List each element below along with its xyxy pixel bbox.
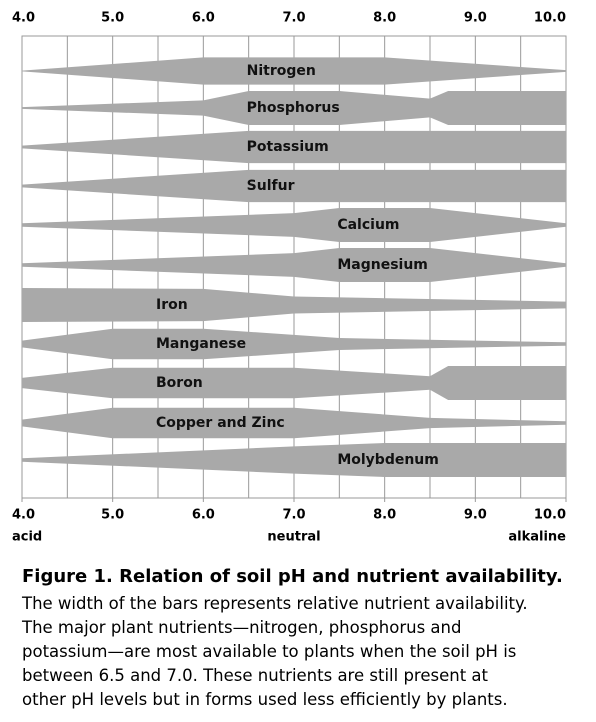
x-note: alkaline	[508, 530, 566, 545]
nutrient-band	[22, 248, 566, 282]
x-tick-label: 10.0	[534, 508, 566, 523]
caption-title: Figure 1. Relation of soil pH and nutrie…	[22, 566, 563, 587]
nutrient-label: Iron	[156, 297, 188, 313]
x-tick-label-top: 6.0	[192, 11, 215, 26]
nutrient-label: Potassium	[247, 139, 329, 155]
x-tick-label-top: 7.0	[282, 11, 305, 26]
x-tick-label: 6.0	[192, 508, 215, 523]
x-tick-label: 5.0	[101, 508, 124, 523]
nutrient-band	[22, 443, 566, 477]
nutrient-band	[22, 130, 566, 164]
nutrient-label: Copper and Zinc	[156, 415, 285, 431]
nutrient-band	[22, 407, 566, 439]
nutrient-band	[22, 208, 566, 242]
x-tick-label: 4.0	[12, 508, 35, 523]
x-tick-label-top: 10.0	[534, 11, 566, 26]
x-tick-label: 7.0	[282, 508, 305, 523]
nutrient-band	[22, 91, 566, 125]
x-tick-label: 9.0	[464, 508, 487, 523]
nutrient-label: Phosphorus	[247, 100, 340, 116]
nutrient-band	[22, 366, 566, 400]
x-tick-label: 8.0	[373, 508, 396, 523]
caption-line: The major plant nutrients—nitrogen, phos…	[22, 618, 462, 637]
x-tick-label-top: 5.0	[101, 11, 124, 26]
nutrient-band	[22, 288, 566, 322]
nutrient-band	[22, 169, 566, 203]
nutrient-band	[22, 328, 566, 360]
caption-line: other pH levels but in forms used less e…	[22, 690, 508, 709]
nutrient-label: Boron	[156, 375, 203, 391]
nutrient-label: Magnesium	[337, 257, 428, 273]
x-tick-label-top: 8.0	[373, 11, 396, 26]
nutrient-label: Manganese	[156, 336, 246, 352]
caption-line: potassium—are most available to plants w…	[22, 642, 517, 661]
nutrient-label: Nitrogen	[247, 63, 316, 79]
x-note: acid	[12, 530, 42, 545]
chart: 4.0 4.0 5.0 5.0 6.0 6.0 7.0 7.0 8.0 8.0 9.0 9.0 10.0…	[12, 11, 567, 545]
nutrient-band	[22, 57, 566, 85]
nutrient-label: Sulfur	[247, 178, 295, 194]
x-tick-label-top: 9.0	[464, 11, 487, 26]
x-note: neutral	[267, 530, 320, 545]
x-tick-label-top: 4.0	[12, 11, 35, 26]
nutrient-label: Calcium	[337, 217, 399, 233]
caption-line: The width of the bars represents relativ…	[22, 594, 528, 613]
nutrient-label: Molybdenum	[337, 452, 439, 468]
caption-line: between 6.5 and 7.0. These nutrients are…	[22, 666, 488, 685]
